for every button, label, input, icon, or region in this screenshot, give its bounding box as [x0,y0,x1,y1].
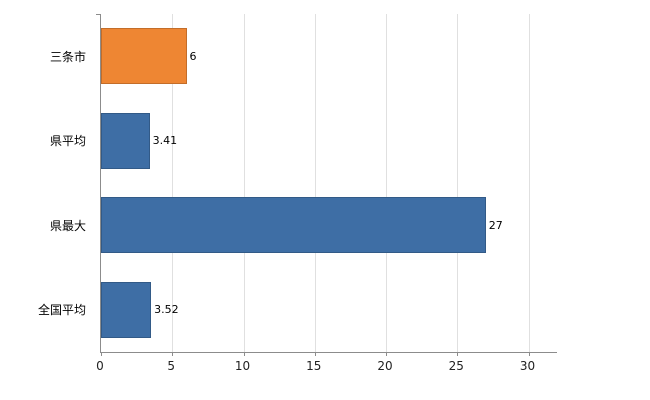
bar-pref-avg [101,112,150,169]
gridline [386,14,387,352]
value-label: 27 [488,218,503,232]
bar-national-avg [101,281,152,338]
x-axis-tick [314,352,316,356]
x-axis-tick [101,352,102,356]
x-axis-tick [243,352,245,356]
value-label: 3.41 [152,134,178,148]
gridline [243,14,245,352]
x-axis-tick [528,352,530,356]
x-tick-label: 0 [96,359,104,373]
bar-row: 27 [101,183,557,268]
x-tick-label: 5 [167,359,176,373]
bar-sanjo [101,28,187,85]
x-tick-label: 20 [377,359,393,373]
x-tick-label: 15 [306,359,322,373]
category-label-pref-max: 県最大 [49,218,86,233]
category-label-national-avg: 全国平均 [37,303,86,318]
bar-pref-max [101,197,486,254]
gridline [314,14,316,352]
x-tick-label: 25 [448,359,464,373]
x-axis-tick [457,352,459,356]
category-label-sanjo: 三条市 [49,49,86,64]
bar-row: 6 [101,14,557,99]
bar-row: 3.52 [101,268,557,353]
x-axis-tick [386,352,387,356]
x-tick-label: 10 [234,359,251,373]
x-axis-labels: 0 5 10 15 20 25 30 [96,359,556,375]
gridline [457,14,459,352]
value-label: 6 [189,49,197,63]
x-axis-tick [172,352,174,356]
y-axis-tick [96,14,100,15]
plot-area: 6 3.41 27 3.52 [96,14,557,356]
category-axis-labels: 三条市 県平均 県最大 全国平均 [0,14,92,352]
bar-rows: 6 3.41 27 3.52 [101,14,557,352]
value-label: 3.52 [154,303,179,317]
gridline [172,14,174,352]
x-tick-label: 30 [519,359,536,373]
gridline [528,14,530,352]
category-label-pref-avg: 県平均 [49,134,86,149]
bar-row: 3.41 [101,99,557,184]
